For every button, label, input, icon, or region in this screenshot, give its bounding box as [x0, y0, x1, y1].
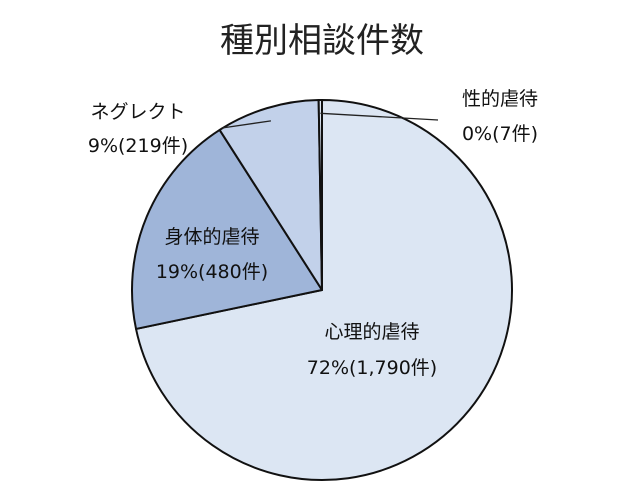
slice-label-name-physical: 身体的虐待: [164, 226, 259, 248]
pie-slice-physical: [131, 128, 323, 330]
slice-label-value-sexual: 0%(7件): [462, 123, 538, 145]
leader-lines: [221, 112, 439, 129]
pie-slice-sexual: [317, 99, 323, 291]
leader-line-neglect: [221, 120, 272, 129]
slice-label-name-sexual: 性的虐待: [462, 88, 538, 110]
slice-label-value-physical: 19%(480件): [156, 261, 268, 283]
pie-slice-psychological: [135, 99, 513, 481]
slice-label-value-psychological: 72%(1,790件): [307, 357, 437, 379]
slice-label-value-neglect: 9%(219件): [88, 135, 188, 157]
leader-line-sexual: [320, 112, 439, 121]
pie-slices: [131, 99, 513, 481]
slice-label-name-neglect: ネグレクト: [90, 101, 185, 123]
slice-label-name-psychological: 心理的虐待: [324, 321, 419, 343]
chart-title: 種別相談件数: [220, 21, 424, 61]
